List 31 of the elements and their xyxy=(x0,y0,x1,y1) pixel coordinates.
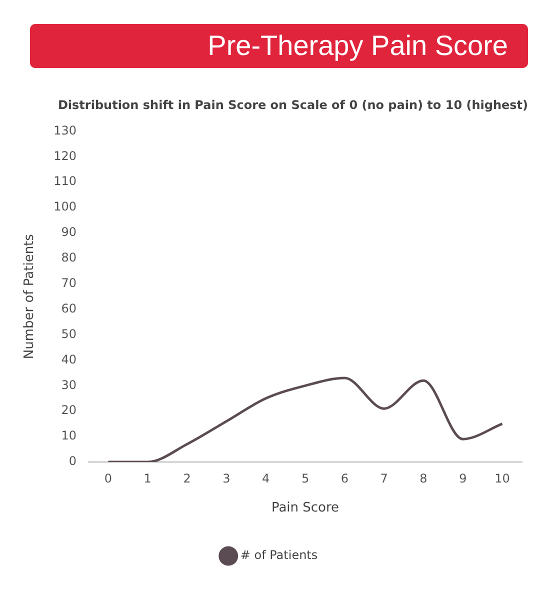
y-tick-label: 130 xyxy=(54,123,77,138)
y-tick-label: 100 xyxy=(54,200,77,214)
y-tick-label: 90 xyxy=(61,225,77,240)
x-tick-label: 9 xyxy=(459,471,467,486)
x-tick-label: 3 xyxy=(222,471,230,486)
x-tick-label: 8 xyxy=(420,471,428,486)
x-axis-title: Pain Score xyxy=(271,500,340,516)
legend-label: # of Patients xyxy=(240,548,318,562)
y-axis-title: Number of Patients xyxy=(22,234,38,360)
y-tick-label: 110 xyxy=(54,174,77,188)
x-tick-label: 0 xyxy=(104,471,112,486)
chart-subtitle: Distribution shift in Pain Score on Scale of 0 (no pain) to 10 (highest) xyxy=(56,98,528,112)
line-series xyxy=(106,376,504,462)
y-tick-label: 20 xyxy=(61,403,77,418)
y-tick-label: 120 xyxy=(54,148,77,163)
y-tick-label: 30 xyxy=(61,378,77,392)
y-tick-label: 70 xyxy=(61,276,77,290)
y-tick-label: 60 xyxy=(61,301,77,316)
x-tick-label: 5 xyxy=(301,471,310,486)
x-tick-label: 10 xyxy=(494,471,510,486)
x-tick-label: 4 xyxy=(262,471,270,486)
y-tick-label: 40 xyxy=(61,352,77,366)
y-tick-label: 80 xyxy=(61,250,77,265)
y-tick-label: 50 xyxy=(61,326,77,341)
x-tick-label: 2 xyxy=(183,471,191,486)
y-tick-label: 0 xyxy=(68,454,77,468)
y-tick-label: 10 xyxy=(61,428,77,443)
x-tick-label: 7 xyxy=(380,471,388,486)
chart-title: Pre-Therapy Pain Score xyxy=(208,30,508,62)
x-tick-label: 6 xyxy=(340,471,348,486)
x-tick-label: 1 xyxy=(144,471,152,486)
